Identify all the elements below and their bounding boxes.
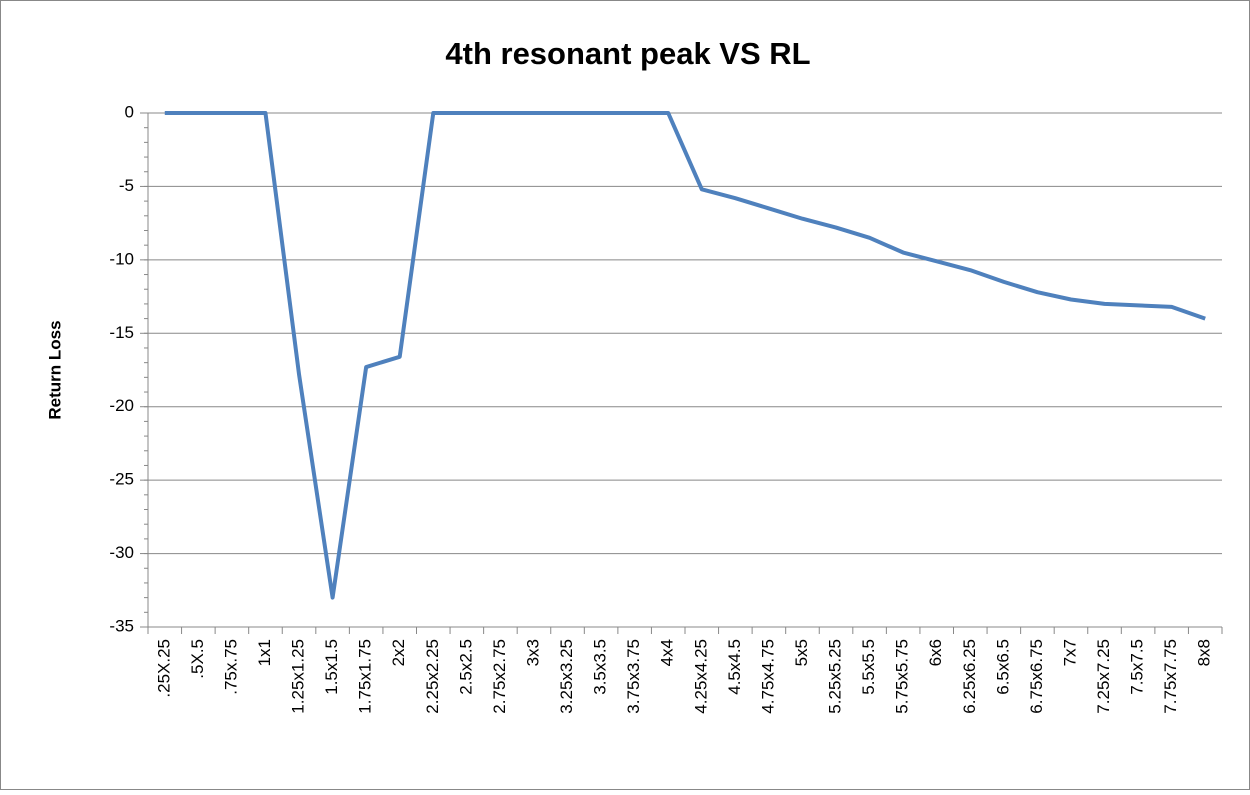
x-tick-label: 6.5x6.5 [993, 639, 1012, 695]
x-tick-label: 1.5x1.5 [322, 639, 341, 695]
y-tick-label: -5 [119, 176, 134, 195]
x-tick-label: 5.25x5.25 [826, 639, 845, 714]
y-tick-label: -35 [109, 616, 134, 635]
x-tick-label: 7.25x7.25 [1094, 639, 1113, 714]
x-tick-label: 3.25x3.25 [557, 639, 576, 714]
x-tick-label: 2.25x2.25 [423, 639, 442, 714]
y-tick-label: -25 [109, 470, 134, 489]
x-tick-label: 1.25x1.25 [289, 639, 308, 714]
data-line [164, 111, 1206, 600]
x-tick-label: 1.75x1.75 [356, 639, 375, 714]
x-tick-label: 6x6 [926, 639, 945, 666]
x-tick-label: 7.5x7.5 [1128, 639, 1147, 695]
x-tick-label: 7.75x7.75 [1161, 639, 1180, 714]
y-tick-label: -15 [109, 323, 134, 342]
x-tick-label: 7x7 [1060, 639, 1079, 666]
x-tick-label: 5x5 [792, 639, 811, 666]
x-tick-label: 6.25x6.25 [960, 639, 979, 714]
x-tick-label: .25X.25 [154, 639, 173, 698]
x-tick-label: 8x8 [1195, 639, 1214, 666]
x-tick-label: 1x1 [255, 639, 274, 666]
x-tick-label: 2.5x2.5 [456, 639, 475, 695]
chart-title: 4th resonant peak VS RL [445, 36, 810, 71]
x-tick-label: .5X.5 [188, 639, 207, 679]
x-tick-label: 4x4 [658, 639, 677, 666]
x-tick-label: 3x3 [523, 639, 542, 666]
x-tick-label: 3.75x3.75 [624, 639, 643, 714]
y-axis-label: Return Loss [45, 320, 64, 419]
y-tick-label: 0 [125, 102, 134, 121]
y-tick-label: -30 [109, 543, 134, 562]
x-tick-label: 5.75x5.75 [893, 639, 912, 714]
x-tick-label: 6.75x6.75 [1027, 639, 1046, 714]
x-tick-label: 2.75x2.75 [490, 639, 509, 714]
x-tick-label: 4.75x4.75 [758, 639, 777, 714]
y-tick-label: -10 [109, 249, 134, 268]
x-tick-label: 4.25x4.25 [691, 639, 710, 714]
x-tick-label: 3.5x3.5 [591, 639, 610, 695]
y-tick-label: -20 [109, 396, 134, 415]
x-tick-label: 5.5x5.5 [859, 639, 878, 695]
x-tick-label: 2x2 [389, 639, 408, 666]
x-tick-label: 4.5x4.5 [725, 639, 744, 695]
x-tick-label: .75x.75 [221, 639, 240, 695]
